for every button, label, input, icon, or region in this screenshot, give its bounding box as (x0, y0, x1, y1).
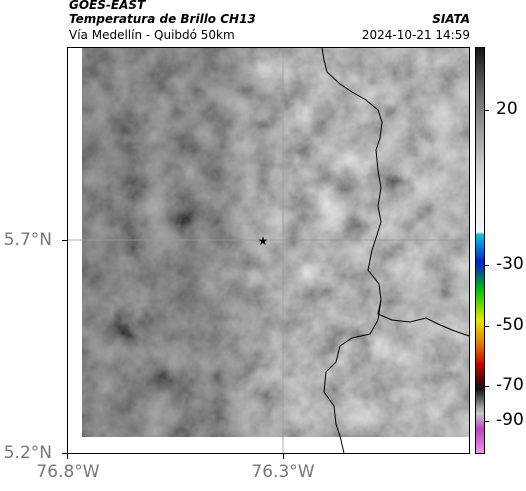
department-boundary-south (323, 299, 382, 454)
lat-label: 5.2°N (3, 443, 52, 463)
lon-label: 76.3°W (251, 462, 315, 482)
department-boundary (321, 47, 470, 337)
satellite-title: GOES-EAST (69, 0, 146, 12)
datetime-label: 2024-10-21 14:59 (361, 28, 470, 42)
region-subtitle: Vía Medellín - Quibdó 50km (69, 28, 235, 42)
product-title: Temperatura de Brillo CH13 (69, 12, 256, 26)
colorbar-tick (485, 386, 489, 387)
star-marker: ★ (258, 234, 269, 248)
colorbar (475, 47, 485, 454)
lon-tick (283, 454, 284, 459)
source-label: SIATA (432, 12, 470, 26)
colorbar-label: -70 (496, 375, 524, 395)
colorbar-label: 20 (496, 99, 518, 119)
lat-tick (62, 453, 67, 454)
colorbar-tick (485, 265, 489, 266)
colorbar-label: -90 (496, 410, 524, 430)
colorbar-frame (475, 47, 485, 454)
lat-tick (62, 240, 67, 241)
cloud-field-shade (82, 47, 469, 437)
colorbar-label: -30 (496, 254, 524, 274)
colorbar-gradient (475, 47, 485, 454)
map-frame (67, 47, 470, 454)
colorbar-tick (485, 421, 489, 422)
lon-label: 76.8°W (36, 462, 100, 482)
lon-tick (67, 454, 68, 459)
colorbar-label: -50 (496, 315, 524, 335)
lat-label: 5.7°N (3, 230, 52, 250)
colorbar-tick (485, 110, 489, 111)
colorbar-tick (485, 326, 489, 327)
